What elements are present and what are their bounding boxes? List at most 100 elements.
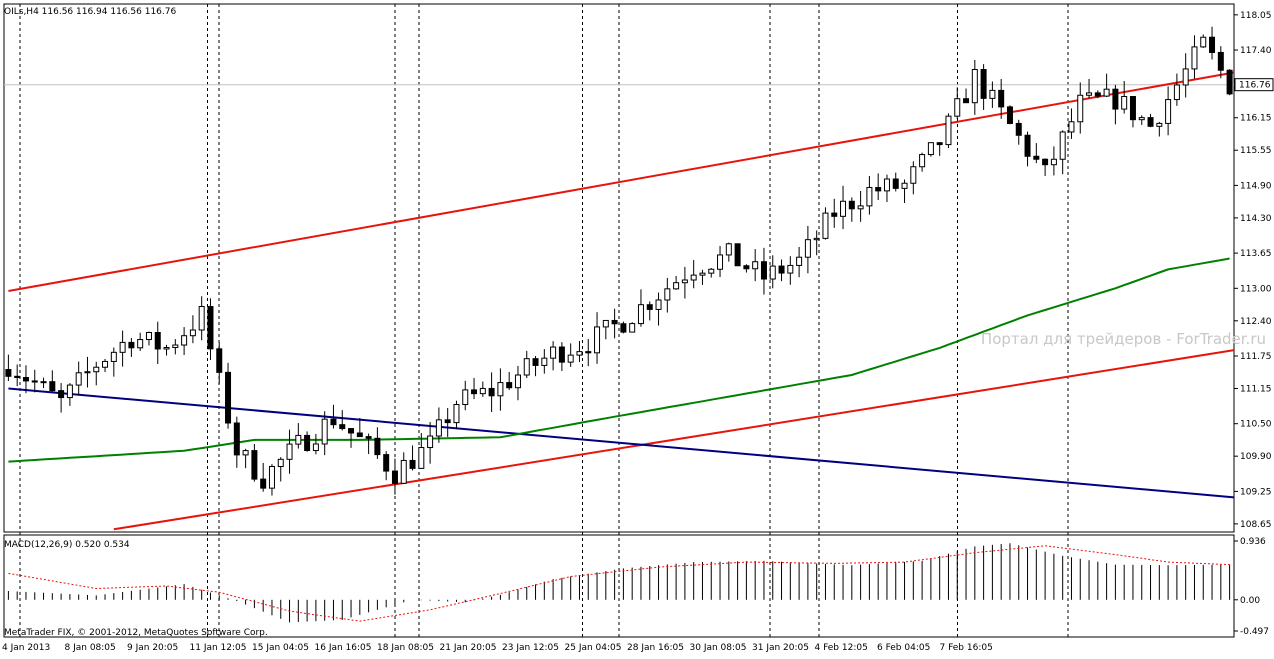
- candle-body: [1173, 84, 1180, 101]
- candle-body: [646, 304, 653, 310]
- candle-body: [594, 326, 601, 354]
- candle-body: [1006, 106, 1013, 124]
- candle-body: [936, 142, 943, 146]
- candle-body: [339, 424, 346, 430]
- candle-body: [848, 200, 855, 210]
- candle-body: [1086, 92, 1093, 96]
- candle-body: [840, 200, 847, 217]
- candle-body: [1226, 69, 1233, 95]
- candle-body: [383, 454, 390, 472]
- candle-body: [172, 344, 179, 349]
- candle-body: [1121, 96, 1128, 110]
- candle-body: [31, 380, 38, 383]
- macd-tick-label: 0.936: [1240, 537, 1266, 547]
- time-tick-label: 15 Jan 04:05: [252, 643, 309, 653]
- candle-body: [550, 346, 557, 359]
- candle-body: [514, 374, 521, 389]
- price-tick-label: 109.25: [1240, 487, 1272, 497]
- candle-body: [664, 288, 671, 301]
- price-tick-label: 108.65: [1240, 520, 1272, 530]
- candle-body: [558, 346, 565, 363]
- candle-body: [207, 306, 214, 350]
- candle-body: [1129, 96, 1136, 121]
- candle-body: [875, 187, 882, 192]
- candle-body: [963, 98, 970, 104]
- candle-body: [787, 264, 794, 274]
- time-tick-label: 4 Feb 12:05: [815, 643, 868, 653]
- candle-body: [734, 243, 741, 267]
- candle-body: [681, 279, 688, 284]
- candle-body: [40, 381, 47, 384]
- price-tick-label: 113.65: [1240, 249, 1272, 259]
- candle-body: [251, 450, 258, 480]
- candle-body: [901, 182, 908, 189]
- candle-body: [137, 339, 144, 349]
- candle-body: [66, 384, 73, 399]
- time-tick-label: 16 Jan 16:05: [315, 643, 372, 653]
- candle-body: [866, 187, 873, 207]
- candle-body: [1112, 88, 1119, 110]
- candle-body: [778, 265, 785, 274]
- time-tick-label: 4 Jan 2013: [2, 643, 50, 653]
- candle-body: [58, 390, 65, 399]
- candle-body: [22, 376, 29, 382]
- macd-tick-label: 0.00: [1240, 596, 1260, 606]
- candle-body: [1138, 117, 1145, 121]
- price-tick-label: 111.15: [1240, 384, 1272, 394]
- channel-upper-line: [8, 71, 1235, 292]
- candle-body: [163, 347, 170, 350]
- candle-body: [268, 465, 275, 489]
- candle-body: [1191, 46, 1198, 70]
- downtrend-line: [8, 387, 1235, 499]
- price-tick-label: 116.15: [1240, 114, 1272, 124]
- candle-body: [980, 69, 987, 99]
- candle-body: [102, 360, 109, 368]
- candle-body: [954, 98, 961, 117]
- candle-body: [1200, 36, 1207, 48]
- candle-body: [374, 437, 381, 456]
- candle-body: [348, 428, 355, 434]
- price-tick-label: 114.90: [1240, 181, 1272, 191]
- price-tick-label: 111.75: [1240, 352, 1272, 362]
- candle-body: [1182, 68, 1189, 86]
- candle-body: [84, 371, 91, 374]
- candle-body: [198, 306, 205, 331]
- price-tick-label: 109.90: [1240, 452, 1272, 462]
- current-price-box: [1234, 78, 1274, 92]
- macd-header: MACD(12,26,9) 0.520 0.534: [4, 540, 130, 550]
- candle-body: [181, 335, 188, 346]
- candle-body: [330, 418, 337, 426]
- moving-average-line: [8, 257, 1230, 463]
- candle-body: [804, 239, 811, 258]
- candle-body: [444, 419, 451, 424]
- price-tick-label: 115.55: [1240, 146, 1272, 156]
- candle-body: [1077, 94, 1084, 123]
- candle-body: [128, 341, 135, 349]
- candle-body: [277, 458, 284, 467]
- candle-body: [506, 382, 513, 389]
- candle-body: [286, 443, 293, 460]
- candle-body: [260, 478, 267, 489]
- candle-body: [1024, 134, 1031, 157]
- price-tick-label: 112.40: [1240, 317, 1272, 327]
- candle-body: [1068, 121, 1075, 133]
- candle-body: [945, 115, 952, 146]
- candle-body: [479, 387, 486, 395]
- candle-body: [154, 331, 161, 350]
- candle-body: [1147, 117, 1154, 127]
- candle-body: [242, 450, 249, 456]
- candle-body: [813, 237, 820, 241]
- candle-body: [14, 375, 21, 378]
- candle-body: [927, 142, 934, 156]
- time-tick-label: 25 Jan 04:05: [565, 643, 622, 653]
- candle-body: [1015, 122, 1022, 136]
- candle-body: [611, 319, 618, 325]
- candle-body: [831, 212, 838, 217]
- candle-body: [699, 272, 706, 276]
- candle-body: [725, 243, 732, 256]
- price-tick-label: 110.50: [1240, 420, 1272, 430]
- candle-body: [576, 351, 583, 356]
- time-tick-label: 23 Jan 12:05: [502, 643, 559, 653]
